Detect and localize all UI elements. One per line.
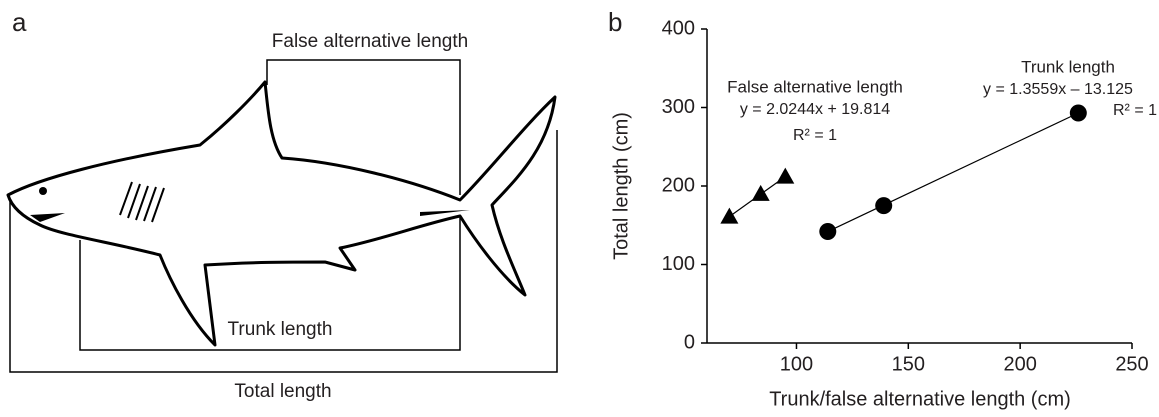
panel-label: b bbox=[608, 7, 622, 37]
gills bbox=[119, 181, 165, 223]
series-label: False alternative length bbox=[727, 77, 903, 96]
y-axis-title: Total length (cm) bbox=[610, 112, 632, 260]
false-alt-bracket bbox=[266, 59, 461, 195]
y-tick-label: 300 bbox=[662, 96, 695, 118]
panel-a: a False alternative length Trunk length … bbox=[6, 7, 558, 402]
trunk-bracket bbox=[79, 215, 461, 351]
y-tick-label: 0 bbox=[684, 331, 695, 353]
point bbox=[751, 184, 770, 201]
panel-label: a bbox=[12, 7, 27, 37]
point bbox=[1069, 104, 1087, 122]
keel bbox=[420, 210, 470, 216]
fit-line bbox=[827, 112, 1079, 233]
point bbox=[875, 197, 893, 215]
y-tick-label: 200 bbox=[662, 174, 695, 196]
r-squared: R² = 1 bbox=[793, 127, 837, 144]
measure-label: Trunk length bbox=[228, 319, 333, 340]
eye bbox=[39, 187, 47, 195]
measure-label: False alternative length bbox=[272, 31, 468, 52]
equation: y = 1.3559x – 13.125 bbox=[983, 81, 1133, 98]
r-squared: R² = 1 bbox=[1113, 102, 1157, 119]
panel-b: b Trunk/false alternative length (cm) To… bbox=[608, 7, 1157, 410]
point bbox=[819, 223, 837, 241]
y-tick-label: 100 bbox=[662, 253, 695, 275]
x-tick-label: 200 bbox=[1003, 353, 1036, 375]
point bbox=[776, 167, 795, 184]
x-tick-label: 150 bbox=[892, 353, 925, 375]
shark bbox=[6, 80, 557, 347]
mouth bbox=[30, 213, 65, 222]
equation: y = 2.0244x + 19.814 bbox=[740, 101, 890, 118]
x-tick-label: 250 bbox=[1115, 353, 1148, 375]
x-tick-label: 100 bbox=[780, 353, 813, 375]
y-tick-label: 400 bbox=[662, 17, 695, 39]
measure-label: Total length bbox=[234, 381, 331, 402]
point bbox=[720, 207, 739, 224]
total-bracket bbox=[9, 130, 558, 373]
series-label: Trunk length bbox=[1021, 57, 1115, 76]
x-axis-title: Trunk/false alternative length (cm) bbox=[769, 388, 1071, 410]
